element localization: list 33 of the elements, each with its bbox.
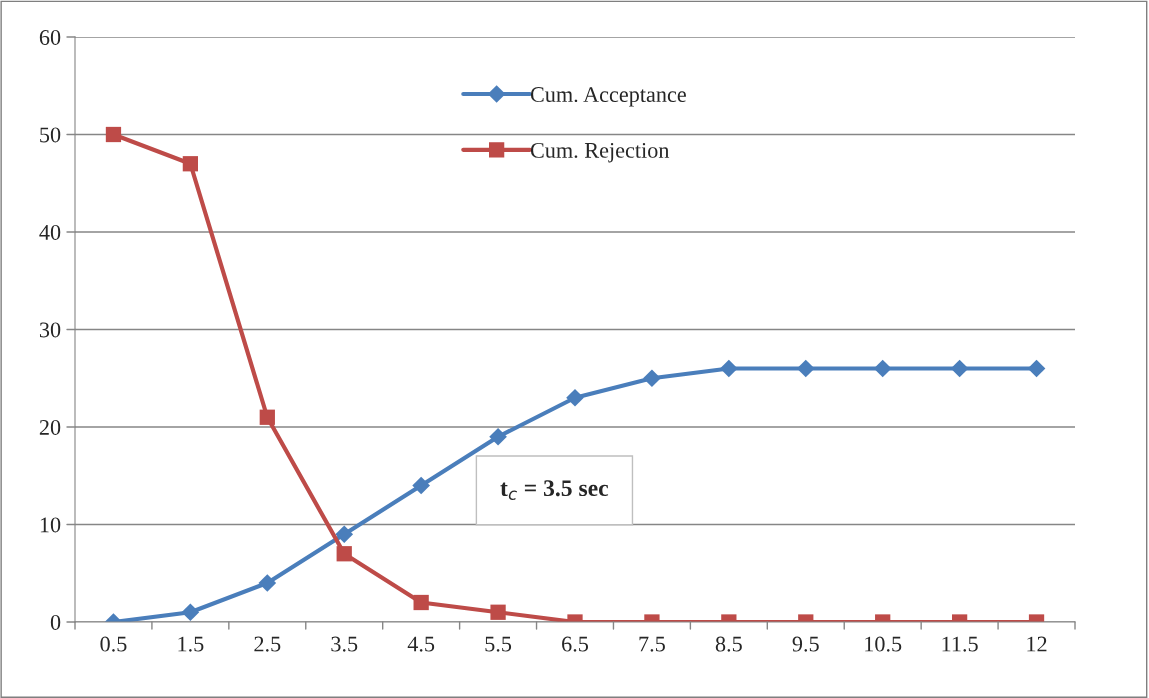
legend-label: Cum. Rejection: [530, 142, 670, 163]
point: [412, 476, 430, 495]
x-tick-label: 6.5: [562, 636, 589, 652]
legend-label: Cum. Acceptance: [530, 87, 686, 107]
y-tick-label: 30: [39, 322, 61, 338]
point: [1027, 359, 1046, 378]
point: [489, 427, 507, 446]
y-tick-label: 60: [39, 29, 61, 45]
x-tick-label: 3.5: [331, 636, 358, 652]
point: [873, 359, 892, 378]
x-tick-label: 10.5: [865, 636, 902, 652]
annotation: t$_{c}$ = 3.5 sec: [500, 480, 609, 500]
point: [950, 359, 969, 378]
point: [720, 359, 738, 378]
x-tick-label: 5.5: [485, 636, 512, 652]
point: [259, 409, 275, 425]
y-tick-label: 0: [50, 614, 61, 630]
x-tick-label: 0.5: [100, 636, 127, 652]
point: [643, 369, 661, 388]
y-tick-label: 50: [40, 127, 61, 143]
x-tick-label: 11.5: [942, 636, 978, 652]
point: [796, 359, 815, 378]
x-tick-label: 7.5: [639, 636, 665, 652]
x-tick-label: 2.5: [254, 636, 281, 652]
x-tick-label: 1.5: [178, 636, 204, 652]
x-tick-label: 9.5: [792, 636, 819, 652]
y-tick-label: 10: [40, 517, 61, 533]
x-tick-label: 8.5: [715, 636, 742, 652]
x-tick-label: 4.5: [407, 636, 435, 652]
x-tick-label: 12: [1027, 636, 1047, 652]
y-tick-label: 20: [39, 419, 61, 435]
point: [566, 388, 584, 407]
y-tick-label: 40: [39, 224, 61, 240]
